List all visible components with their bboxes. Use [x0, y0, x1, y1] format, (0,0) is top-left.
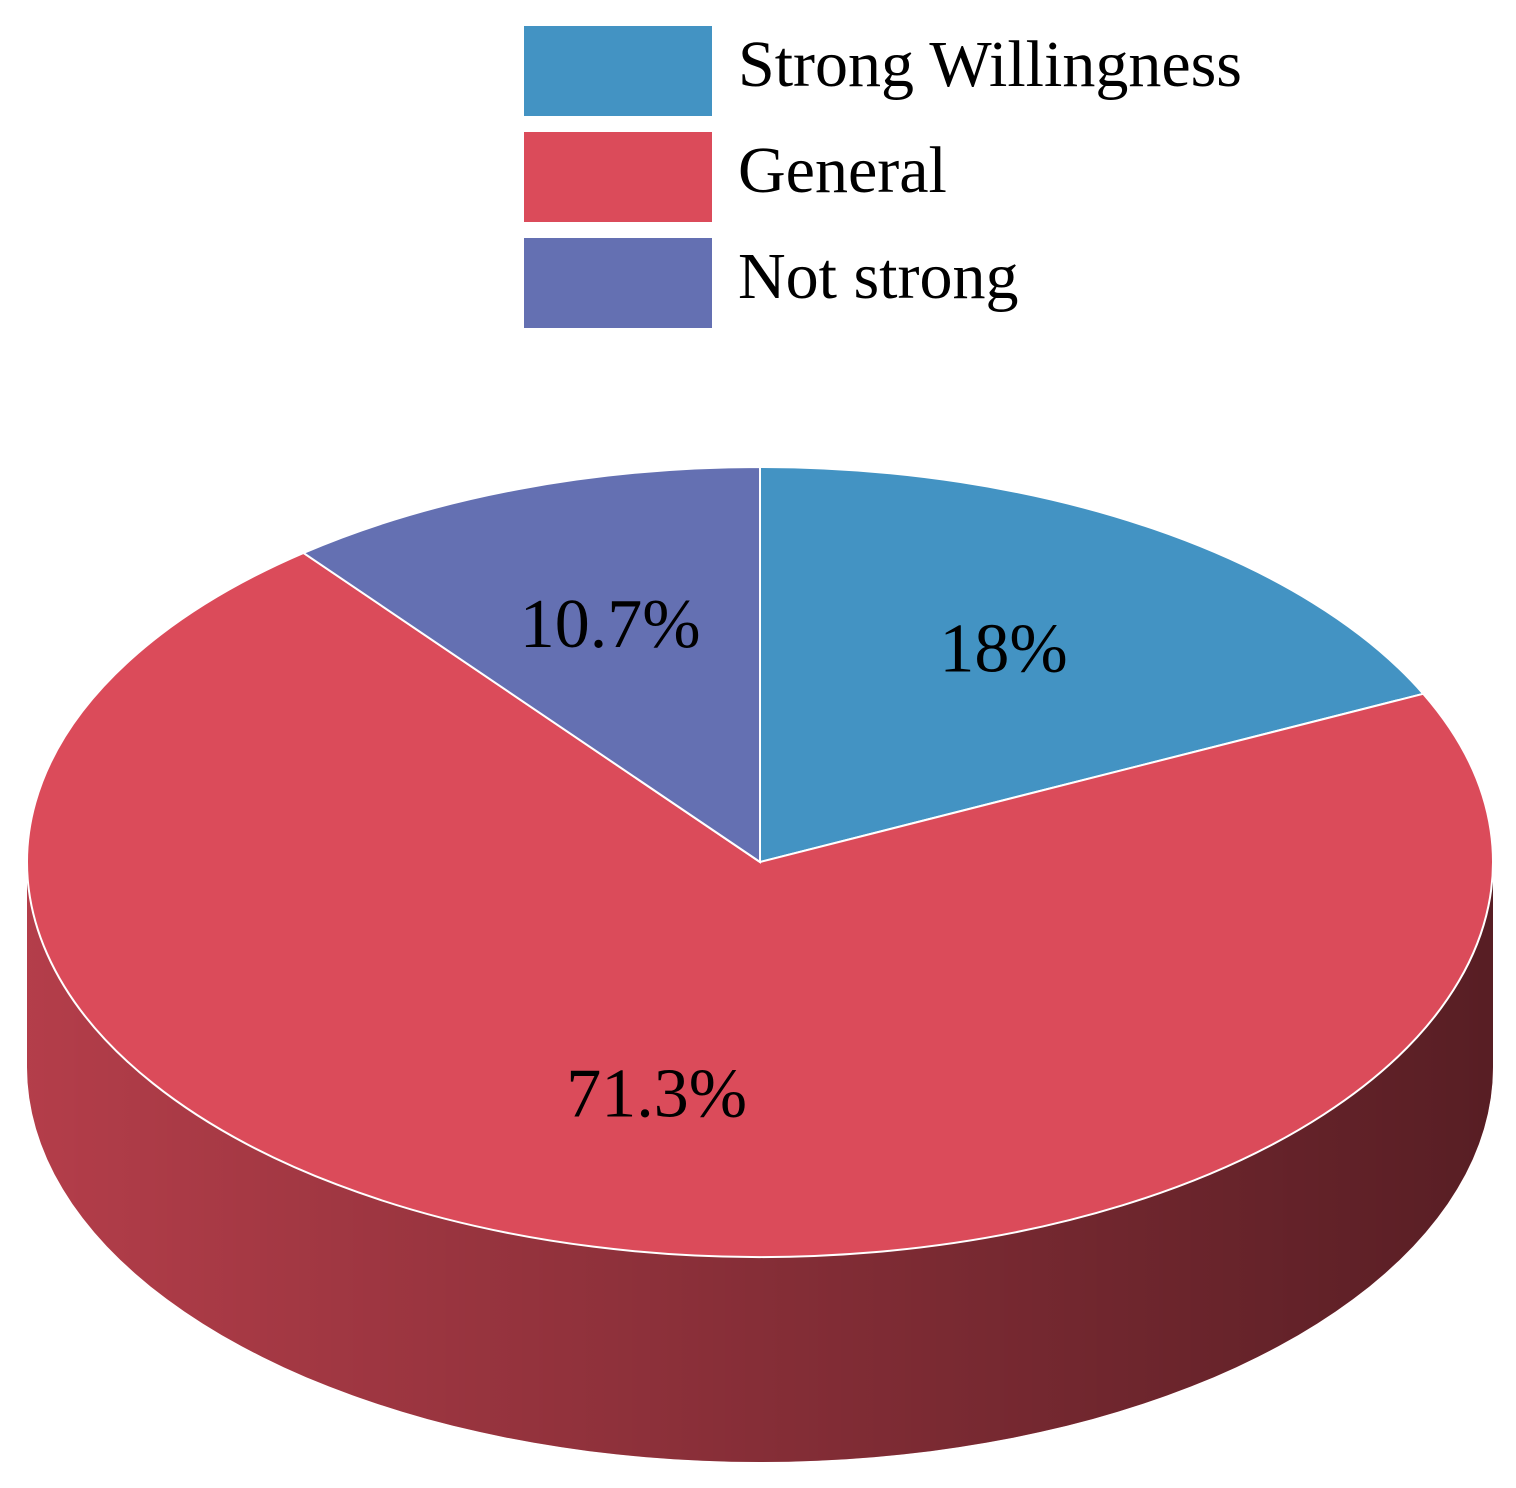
- legend-swatch: [524, 132, 712, 222]
- pie-tops: [26, 465, 1494, 1258]
- side-shade: [27, 862, 1493, 1462]
- legend-swatch: [524, 238, 712, 328]
- slice: [759, 465, 1426, 864]
- legend: Strong Willingness General Not strong: [524, 26, 1242, 328]
- pie-sides: [27, 862, 1493, 1462]
- value-label: 18%: [939, 610, 1067, 687]
- slice: [26, 551, 1494, 1258]
- value-labels: 18% 71.3% 10.7%: [520, 586, 1068, 1133]
- slice: [301, 465, 761, 864]
- legend-label: Not strong: [738, 240, 1019, 313]
- value-label: 10.7%: [520, 586, 701, 663]
- legend-label: General: [738, 134, 947, 207]
- legend-swatch: [524, 26, 712, 116]
- value-label: 71.3%: [566, 1056, 747, 1133]
- legend-label: Strong Willingness: [738, 28, 1242, 101]
